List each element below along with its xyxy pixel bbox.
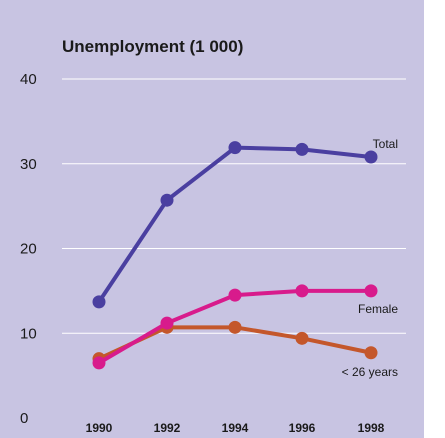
series-label: Female [358, 302, 398, 316]
data-point [364, 150, 378, 164]
data-point [160, 193, 174, 207]
y-axis-ticks: 0 10 20 30 40 [20, 71, 37, 427]
series-labels: Total Female < 26 years [342, 137, 399, 379]
data-point [228, 320, 242, 334]
data-point [228, 288, 242, 302]
data-point [160, 316, 174, 330]
x-tick-label: 1994 [222, 421, 249, 435]
x-tick-label: 1990 [86, 421, 113, 435]
y-tick-label: 0 [20, 410, 28, 427]
data-point [364, 346, 378, 360]
data-point [92, 295, 106, 309]
y-tick-label: 10 [20, 325, 37, 342]
series-label: < 26 years [342, 365, 398, 379]
x-tick-label: 1998 [358, 421, 385, 435]
grid-lines [62, 78, 406, 334]
chart-panel [0, 0, 424, 438]
data-point [92, 356, 106, 370]
data-point [228, 141, 242, 155]
y-tick-label: 40 [20, 71, 37, 88]
x-tick-label: 1996 [289, 421, 316, 435]
data-point [364, 284, 378, 298]
x-tick-label: 1992 [154, 421, 181, 435]
x-axis-ticks: 1990 1992 1994 1996 1998 [86, 421, 385, 435]
data-point [295, 331, 309, 345]
y-tick-label: 30 [20, 156, 37, 173]
y-tick-label: 20 [20, 241, 37, 258]
series-label: Total [373, 137, 398, 151]
data-point [295, 142, 309, 156]
series-line [97, 145, 372, 304]
series-lines [92, 141, 378, 370]
data-point [295, 284, 309, 298]
chart-title: Unemployment (1 000) [62, 37, 243, 56]
